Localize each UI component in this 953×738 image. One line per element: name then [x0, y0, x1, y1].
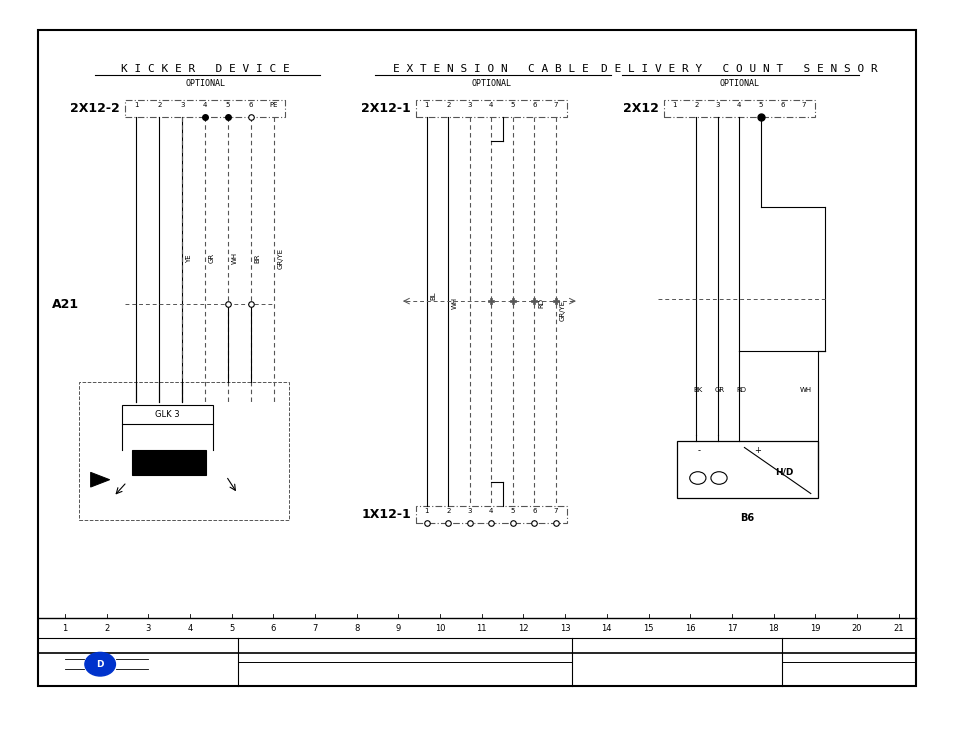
Text: 11: 11	[476, 624, 487, 632]
Text: OPTIONAL: OPTIONAL	[185, 79, 225, 88]
Bar	[416, 506, 566, 523]
Bar	[79, 382, 289, 520]
Text: OPTIONAL: OPTIONAL	[471, 79, 511, 88]
Bar	[38, 30, 915, 686]
Text: 2: 2	[157, 102, 161, 108]
Text: GR: GR	[714, 387, 724, 393]
Text: 4: 4	[489, 102, 493, 108]
Text: 20: 20	[851, 624, 862, 632]
Text: WH: WH	[452, 297, 457, 308]
Text: 4: 4	[489, 508, 493, 514]
Text: GR: GR	[209, 253, 214, 263]
Text: RD: RD	[736, 387, 745, 393]
Text: -: -	[697, 446, 700, 455]
Text: 1X12-1: 1X12-1	[361, 508, 411, 521]
Text: A21: A21	[52, 297, 79, 311]
Text: 13: 13	[559, 624, 570, 632]
Text: 19: 19	[809, 624, 820, 632]
Text: 2: 2	[104, 624, 109, 632]
Text: WH: WH	[232, 252, 237, 264]
Text: 3: 3	[715, 102, 720, 108]
Text: 21: 21	[892, 624, 903, 632]
Text: 1: 1	[672, 102, 677, 108]
Text: 9: 9	[395, 624, 400, 632]
Text: 10: 10	[435, 624, 445, 632]
Bar	[416, 100, 566, 117]
Text: 2X12-1: 2X12-1	[361, 102, 411, 115]
Text: GR/YE: GR/YE	[559, 300, 565, 320]
Text: 6: 6	[249, 102, 253, 108]
Text: 12: 12	[517, 624, 528, 632]
Text: 6: 6	[532, 508, 537, 514]
Text: 14: 14	[601, 624, 612, 632]
Text: PE: PE	[270, 102, 277, 108]
Text: 6: 6	[271, 624, 275, 632]
Text: 2: 2	[446, 102, 450, 108]
Text: YE: YE	[186, 254, 192, 263]
Text: 17: 17	[726, 624, 737, 632]
Text: BR: BR	[254, 254, 260, 263]
Text: 16: 16	[684, 624, 695, 632]
Text: 5: 5	[510, 508, 515, 514]
Text: RD: RD	[537, 297, 543, 308]
Bar	[125, 100, 285, 117]
Text: 5: 5	[758, 102, 762, 108]
Text: WH: WH	[799, 387, 811, 393]
Text: H/D: H/D	[774, 468, 792, 477]
Text: 8: 8	[354, 624, 359, 632]
Text: 4: 4	[737, 102, 740, 108]
Text: E X T E N S I O N   C A B L E: E X T E N S I O N C A B L E	[393, 64, 589, 75]
Text: D: D	[96, 660, 104, 669]
Text: 4: 4	[187, 624, 193, 632]
Text: B6: B6	[740, 513, 754, 523]
Text: BL: BL	[430, 291, 436, 300]
Text: GR/YE: GR/YE	[277, 248, 283, 269]
Text: 6: 6	[780, 102, 784, 108]
Text: 2X12: 2X12	[622, 102, 659, 115]
Text: BK: BK	[693, 387, 702, 393]
Text: 1: 1	[62, 624, 68, 632]
Text: 18: 18	[767, 624, 778, 632]
Text: 2: 2	[446, 508, 450, 514]
Polygon shape	[91, 472, 110, 487]
Text: 1: 1	[424, 102, 429, 108]
Text: 7: 7	[553, 102, 558, 108]
Text: 2: 2	[694, 102, 698, 108]
Text: 5: 5	[229, 624, 234, 632]
Text: OPTIONAL: OPTIONAL	[719, 79, 759, 88]
Text: 1: 1	[134, 102, 138, 108]
Text: 7: 7	[312, 624, 317, 632]
Text: 15: 15	[642, 624, 653, 632]
Text: 2X12-2: 2X12-2	[71, 102, 120, 115]
Text: 4: 4	[203, 102, 207, 108]
Text: 5: 5	[226, 102, 230, 108]
Bar	[132, 450, 206, 475]
Text: D E L I V E R Y   C O U N T   S E N S O R: D E L I V E R Y C O U N T S E N S O R	[600, 64, 877, 75]
Text: 3: 3	[467, 508, 472, 514]
Bar	[676, 441, 817, 498]
Text: K I C K E R   D E V I C E: K I C K E R D E V I C E	[121, 64, 289, 75]
Bar	[122, 405, 213, 424]
Bar	[663, 100, 814, 117]
Text: 7: 7	[553, 508, 558, 514]
Text: 7: 7	[801, 102, 805, 108]
Text: 3: 3	[180, 102, 184, 108]
Text: 3: 3	[467, 102, 472, 108]
Text: 6: 6	[532, 102, 537, 108]
Text: 5: 5	[510, 102, 515, 108]
Text: GLK 3: GLK 3	[155, 410, 179, 419]
Text: +: +	[753, 446, 760, 455]
Text: 3: 3	[146, 624, 151, 632]
Circle shape	[85, 652, 115, 676]
Text: 1: 1	[424, 508, 429, 514]
